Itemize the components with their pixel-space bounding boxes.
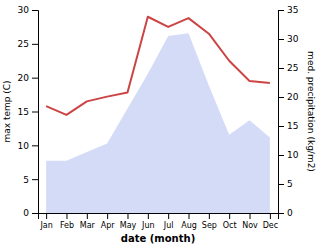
tick-label: May — [120, 221, 137, 230]
tick-label: 15 — [287, 121, 298, 131]
tick-mark — [189, 213, 190, 219]
chart-svg: Jan Feb Mar Apr May Jun Jul Aug Sep Oct Nov Dec 0 5 10… — [0, 0, 318, 247]
x-axis-title: date (month) — [121, 233, 195, 244]
tick-label: 30 — [18, 5, 30, 15]
tick-mark — [278, 126, 284, 127]
tick-label: 20 — [18, 73, 30, 83]
tick-label: Aug — [181, 221, 197, 230]
tick: Feb — [60, 213, 74, 230]
tick-label: Sep — [202, 221, 217, 230]
tick-label: 0 — [23, 208, 29, 218]
tick-label: 0 — [287, 208, 293, 218]
tick: May — [120, 213, 137, 230]
tick-label: Jun — [141, 221, 155, 230]
tick-label: 25 — [18, 39, 29, 49]
tick-label: 10 — [287, 150, 299, 160]
tick-mark — [66, 213, 67, 219]
tick: Apr — [101, 213, 116, 230]
tick-label: Apr — [101, 221, 116, 230]
marks — [46, 17, 270, 213]
tick: 15 — [18, 107, 38, 117]
tick: Jan — [39, 213, 52, 230]
temperature-line — [46, 17, 270, 115]
tick: 5 — [278, 179, 293, 189]
x-axis: Jan Feb Mar Apr May Jun Jul Aug Sep Oct Nov Dec — [39, 213, 279, 230]
tick-label: Feb — [60, 221, 74, 230]
tick: 5 — [23, 175, 38, 185]
tick-mark — [168, 213, 169, 219]
tick: 20 — [278, 92, 299, 102]
tick: 30 — [278, 34, 299, 44]
tick: 20 — [18, 73, 38, 83]
tick-mark — [209, 213, 210, 219]
tick-mark — [229, 213, 230, 219]
tick-mark — [107, 213, 108, 219]
tick-mark — [32, 44, 38, 45]
tick-label: Nov — [242, 221, 258, 230]
tick-mark — [32, 179, 38, 180]
tick-mark — [32, 213, 38, 214]
y-axis-title: max temp (C) — [2, 80, 12, 142]
tick-mark — [32, 78, 38, 79]
tick: 0 — [278, 208, 293, 218]
tick: 25 — [278, 63, 298, 73]
axis-line — [32, 11, 39, 214]
tick-mark — [278, 97, 284, 98]
tick-mark — [127, 213, 128, 219]
y2-axis-title: med. precipitation (kg/m2) — [306, 51, 316, 172]
y2-axis: 0 5 10 15 20 25 30 35 — [278, 5, 299, 218]
tick-mark — [278, 68, 284, 69]
tick-label: Jul — [163, 221, 174, 230]
tick-label: 5 — [23, 175, 29, 185]
tick-label: 25 — [287, 63, 298, 73]
tick: 0 — [23, 208, 38, 218]
y-axis: 0 5 10 15 20 25 30 — [18, 5, 39, 218]
tick-mark — [250, 213, 251, 219]
tick-mark — [278, 184, 284, 185]
tick-label: 10 — [18, 141, 30, 151]
tick: 35 — [278, 5, 298, 15]
axis-line — [279, 11, 285, 214]
tick-label: Mar — [80, 221, 96, 230]
tick: Oct — [223, 213, 237, 230]
precipitation-area — [46, 33, 270, 213]
tick-label: 15 — [18, 107, 29, 117]
tick-mark — [32, 112, 38, 113]
tick-mark — [270, 213, 271, 219]
tick-mark — [46, 213, 47, 219]
tick-mark — [32, 145, 38, 146]
tick-label: 5 — [287, 179, 293, 189]
tick-label: 35 — [287, 5, 298, 15]
axis-line — [39, 214, 279, 220]
tick-label: Jan — [39, 221, 52, 230]
tick: 10 — [18, 141, 38, 151]
tick: Dec — [263, 213, 278, 230]
tick: Mar — [80, 213, 96, 230]
tick-label: Oct — [223, 221, 237, 230]
tick: Sep — [202, 213, 217, 230]
tick: Nov — [242, 213, 258, 230]
tick: 25 — [18, 39, 38, 49]
tick: Jun — [141, 213, 155, 230]
tick: 10 — [278, 150, 299, 160]
tick: Jul — [163, 213, 174, 230]
tick: Aug — [181, 213, 197, 230]
tick-mark — [87, 213, 88, 219]
plot: Jan Feb Mar Apr May Jun Jul Aug Sep Oct Nov Dec 0 5 10… — [18, 5, 299, 229]
tick: 15 — [278, 121, 298, 131]
tick-mark — [278, 10, 284, 11]
tick: 30 — [18, 5, 38, 15]
tick-mark — [278, 39, 284, 40]
tick-label: Dec — [263, 221, 278, 230]
tick-mark — [32, 10, 38, 11]
tick-mark — [278, 213, 284, 214]
tick-label: 20 — [287, 92, 299, 102]
tick-label: 30 — [287, 34, 299, 44]
tick-mark — [148, 213, 149, 219]
tick-mark — [278, 155, 284, 156]
